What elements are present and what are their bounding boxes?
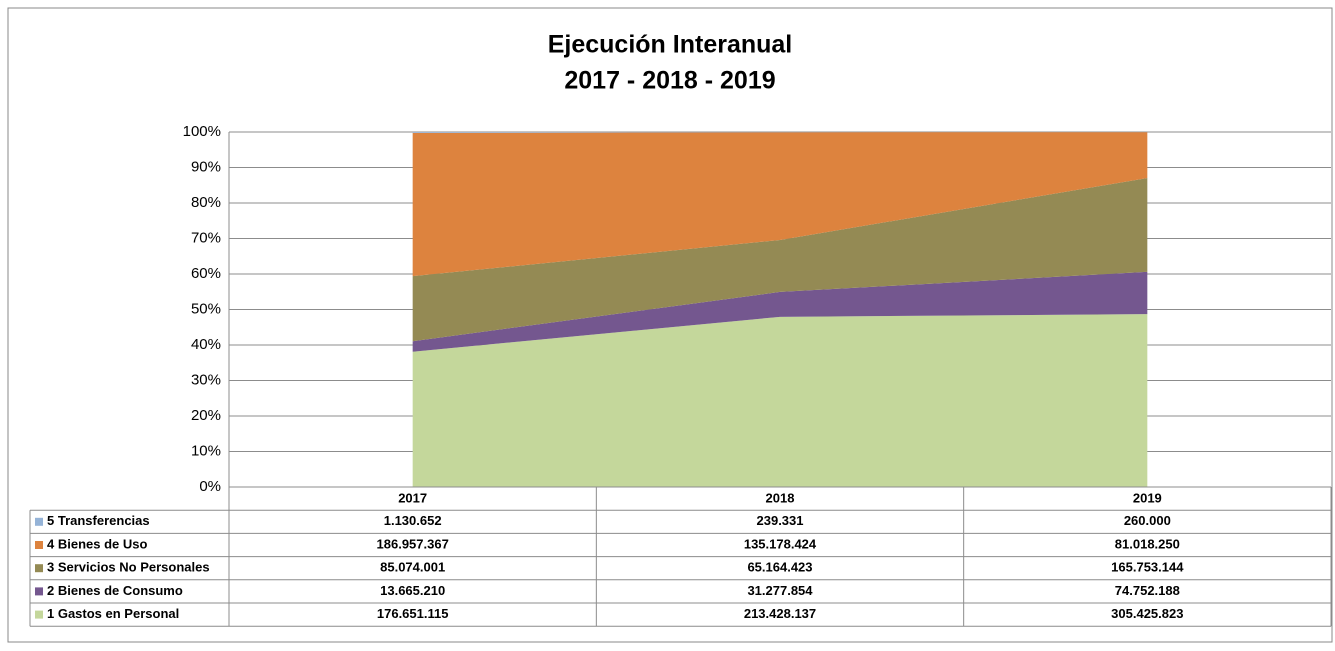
table-value: 13.665.210 [380,583,445,598]
y-tick-label: 20% [191,407,221,424]
legend-swatch [35,610,43,619]
table-value: 239.331 [757,513,804,528]
table-value: 213.428.137 [744,606,816,621]
table-value: 85.074.001 [380,560,445,575]
y-tick-label: 30% [191,371,221,388]
table-value: 176.651.115 [377,606,449,621]
table-value: 65.164.423 [747,560,812,575]
legend-swatch [35,541,43,549]
table-value: 260.000 [1124,513,1171,528]
legend-label: 3 Servicios No Personales [47,560,210,575]
area [412,132,1148,277]
area [412,314,1148,487]
x-tick-label: 2019 [1133,490,1162,505]
table-value: 1.130.652 [384,513,442,528]
legend-label: 5 Transferencias [47,513,150,528]
y-tick-label: 40% [191,336,221,353]
table-value: 31.277.854 [747,583,813,598]
table-value: 74.752.188 [1115,583,1180,598]
y-tick-label: 0% [199,478,221,495]
table-value: 165.753.144 [1111,560,1184,575]
area [412,178,1148,342]
legend-label: 2 Bienes de Consumo [47,583,183,598]
area [412,271,1148,352]
table-value: 186.957.367 [377,536,449,551]
y-tick-label: 50% [191,300,221,317]
y-tick-label: 10% [191,442,221,459]
y-tick-label: 70% [191,229,221,246]
area [412,132,1148,133]
legend-label: 1 Gastos en Personal [47,606,179,621]
legend-swatch [35,587,43,596]
legend-swatch [35,517,43,526]
table-value: 305.425.823 [1111,606,1183,621]
x-tick-label: 2017 [398,490,427,505]
legend-label: 4 Bienes de Uso [47,536,147,551]
y-tick-label: 60% [191,265,221,282]
y-tick-label: 90% [191,158,221,175]
y-tick-label: 80% [191,194,221,211]
legend-swatch [35,564,43,573]
table-value: 81.018.250 [1115,536,1180,551]
x-tick-label: 2018 [766,490,795,505]
chart-subtitle: 2017 - 2018 - 2019 [564,67,775,95]
y-tick-label: 100% [183,123,221,140]
chart-title: Ejecución Interanual [548,31,793,59]
table-value: 135.178.424 [744,536,817,551]
